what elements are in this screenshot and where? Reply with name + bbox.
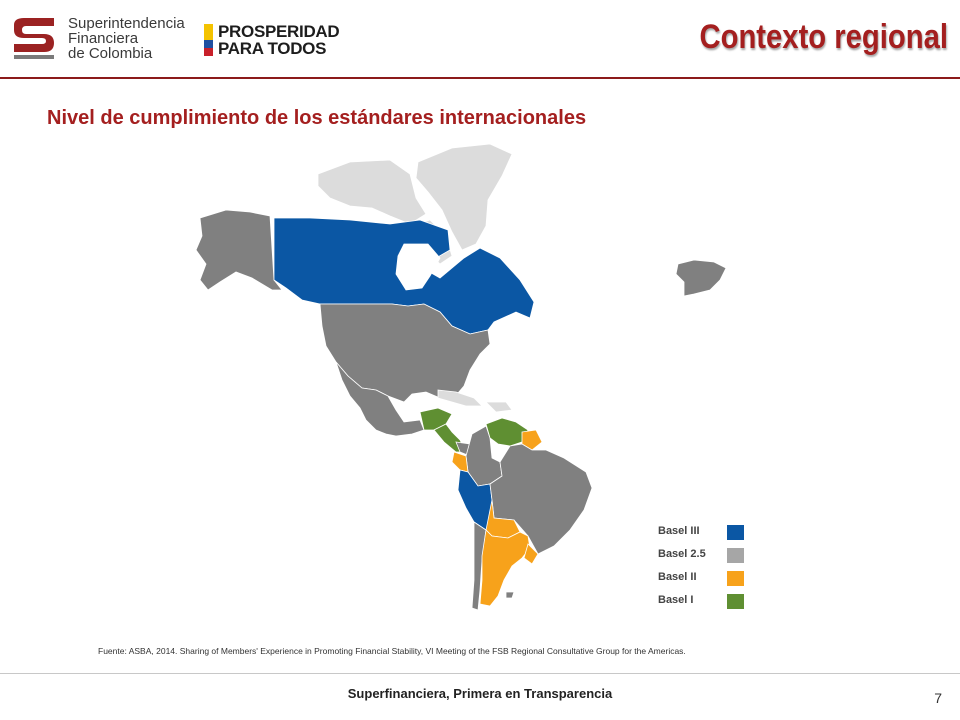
americas-map <box>195 143 727 611</box>
legend-item-basel-i: Basel I <box>656 593 766 611</box>
legend-label: Basel III <box>658 525 700 537</box>
map-legend: Basel III Basel 2.5 Basel II Basel I <box>656 524 766 614</box>
org-line-3: de Colombia <box>68 45 153 62</box>
footer-divider <box>0 673 960 674</box>
legend-label: Basel II <box>658 571 697 583</box>
source-note: Fuente: ASBA, 2014. Sharing of Members' … <box>98 646 686 656</box>
superfinanciera-logo-icon <box>8 15 60 61</box>
page-title: Contexto regional <box>699 18 948 56</box>
legend-swatch-basel-iii <box>727 525 744 540</box>
campaign-line-1: PROSPERIDAD <box>218 22 340 41</box>
legend-swatch-basel-2-5 <box>727 548 744 563</box>
falkland-islands <box>505 591 515 599</box>
mexico <box>335 361 425 437</box>
colombia-flag-icon <box>204 24 213 56</box>
header-divider <box>0 77 960 79</box>
argentina <box>479 529 531 607</box>
caribbean-islands-east <box>485 401 513 413</box>
legend-label: Basel 2.5 <box>658 548 706 560</box>
legend-label: Basel I <box>658 594 694 606</box>
legend-item-basel-ii: Basel II <box>656 570 766 588</box>
uruguay <box>523 543 539 565</box>
footer-tagline: Superfinanciera, Primera en Transparenci… <box>347 686 613 701</box>
legend-swatch-basel-i <box>727 594 744 609</box>
alaska <box>195 209 283 291</box>
hudson-bay <box>395 243 441 291</box>
page-number: 7 <box>934 690 942 706</box>
caribbean-islands <box>437 389 483 407</box>
slide-subtitle: Nivel de cumplimiento de los estándares … <box>47 107 587 129</box>
campaign-line-2: PARA TODOS <box>218 39 327 58</box>
legend-item-basel-2-5: Basel 2.5 <box>656 547 766 565</box>
superfinanciera-name: Superintendencia Financiera de Colombia <box>68 16 185 61</box>
legend-swatch-basel-ii <box>727 571 744 586</box>
spain <box>675 259 727 297</box>
arctic-islands <box>317 159 427 225</box>
legend-item-basel-iii: Basel III <box>656 524 766 542</box>
org-line-2: Financiera <box>68 30 139 47</box>
guyana <box>521 429 543 451</box>
prosperidad-text: PROSPERIDAD PARA TODOS <box>218 22 340 58</box>
prosperidad-logo: PROSPERIDAD PARA TODOS <box>204 20 354 62</box>
ecuador <box>451 451 469 473</box>
org-line-1: Superintendencia <box>68 15 185 32</box>
superfinanciera-logo: Superintendencia Financiera de Colombia <box>6 12 185 62</box>
greenland <box>415 143 513 251</box>
